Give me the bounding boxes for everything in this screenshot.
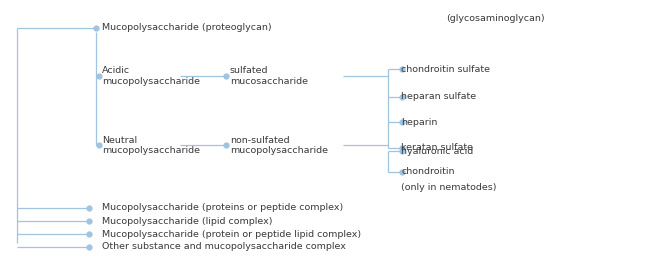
Text: (only in nematodes): (only in nematodes) [401,184,497,193]
Text: Mucopolysaccharide (lipid complex): Mucopolysaccharide (lipid complex) [102,217,273,226]
Text: sulfated
mucosaccharide: sulfated mucosaccharide [230,66,308,86]
Text: Acidic
mucopolysaccharide: Acidic mucopolysaccharide [102,66,200,86]
Text: Mucopolysaccharide (protein or peptide lipid complex): Mucopolysaccharide (protein or peptide l… [102,230,362,239]
Text: heparan sulfate: heparan sulfate [401,92,476,101]
Text: heparin: heparin [401,118,437,127]
Text: Mucopolysaccharide (proteins or peptide complex): Mucopolysaccharide (proteins or peptide … [102,203,344,212]
Text: Other substance and mucopolysaccharide complex: Other substance and mucopolysaccharide c… [102,242,346,251]
Text: Neutral
mucopolysaccharide: Neutral mucopolysaccharide [102,136,200,155]
Text: chondroitin sulfate: chondroitin sulfate [401,65,490,74]
Text: keratan sulfate: keratan sulfate [401,143,473,152]
Text: chondroitin: chondroitin [401,167,455,176]
Text: Mucopolysaccharide (proteoglycan): Mucopolysaccharide (proteoglycan) [102,23,272,32]
Text: (glycosaminoglycan): (glycosaminoglycan) [446,14,545,23]
Text: non-sulfated
mucopolysaccharide: non-sulfated mucopolysaccharide [230,136,327,155]
Text: hyaluronic acid: hyaluronic acid [401,147,474,156]
